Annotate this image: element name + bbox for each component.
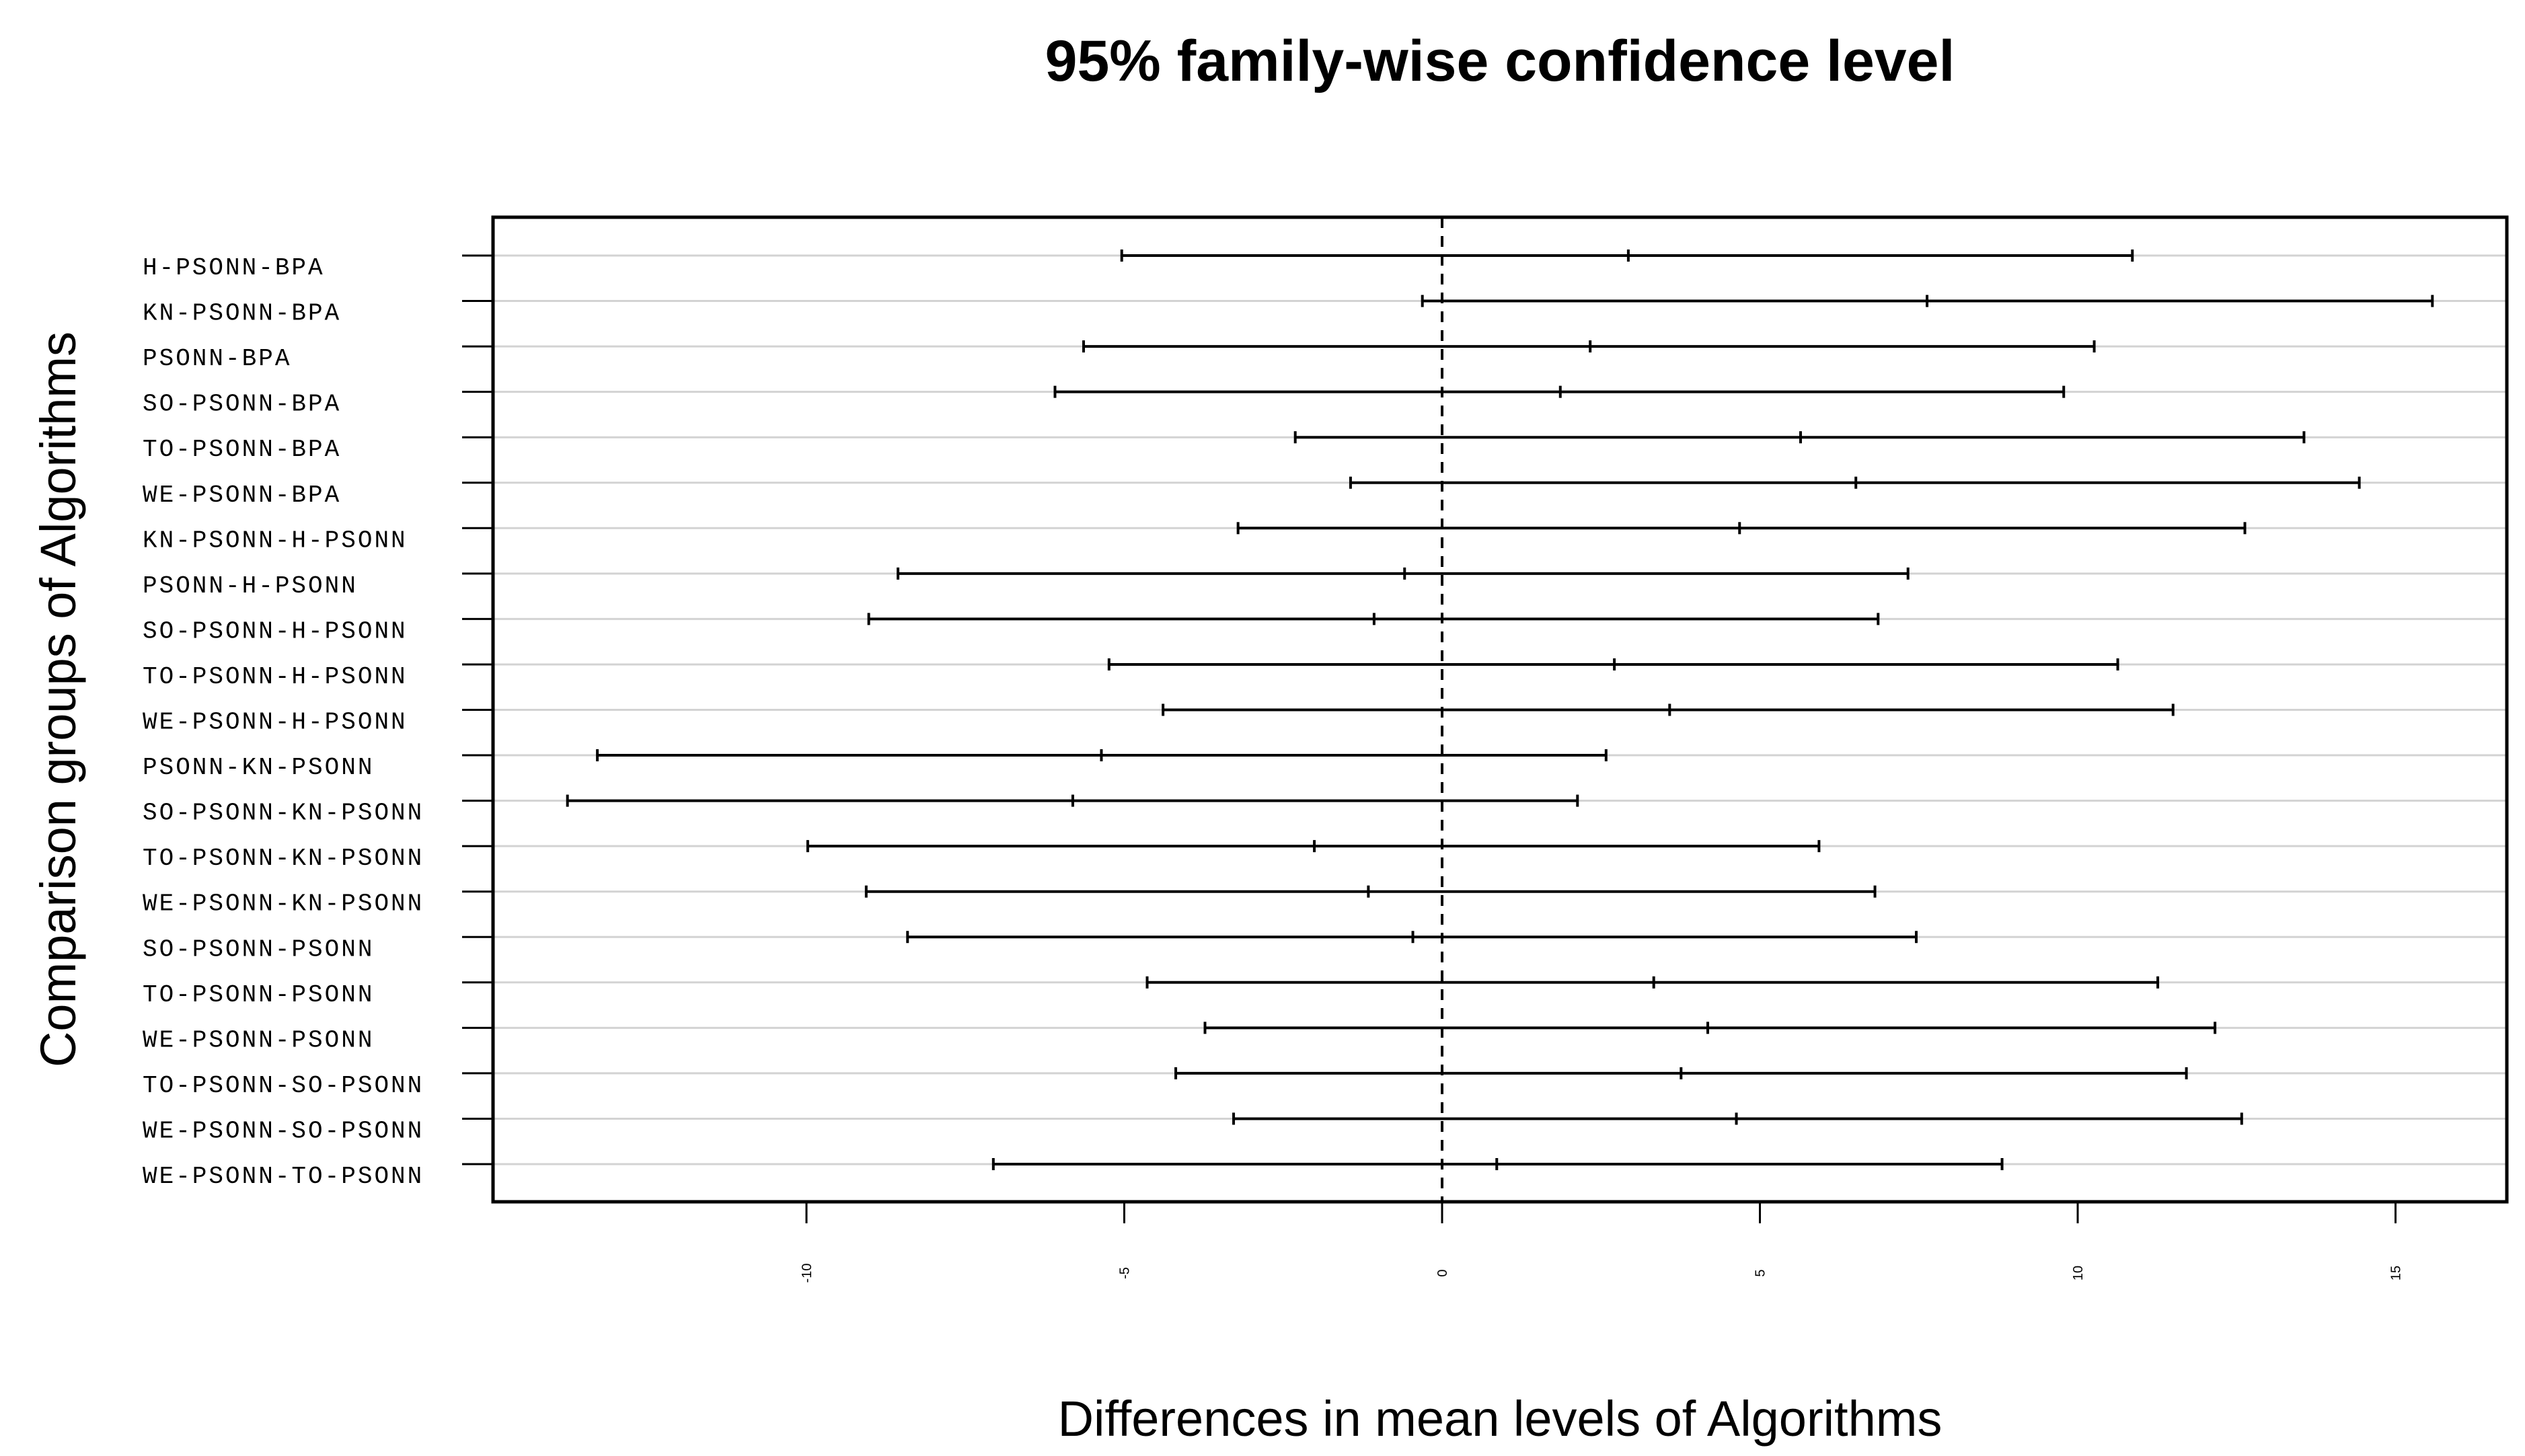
category-label: PSONN-H-PSONN — [143, 572, 358, 600]
category-label: TO-PSONN-BPA — [143, 436, 341, 463]
interval-to-psonn-so-psonn — [1174, 1067, 2188, 1079]
interval-we-psonn-kn-psonn — [864, 885, 1877, 898]
category-label: PSONN-BPA — [143, 345, 291, 373]
category-label: WE-PSONN-H-PSONN — [143, 709, 408, 736]
category-label: H-PSONN-BPA — [143, 254, 325, 282]
x-tick-label: -10 — [800, 1264, 815, 1283]
category-label: TO-PSONN-H-PSONN — [143, 663, 408, 691]
category-label: WE-PSONN-KN-PSONN — [143, 890, 424, 918]
interval-so-psonn-h-psonn — [867, 613, 1880, 625]
interval-we-psonn-bpa — [1349, 476, 2361, 489]
interval-we-psonn-to-psonn — [991, 1158, 2004, 1170]
x-tick-label: -5 — [1118, 1267, 1133, 1279]
interval-h-psonn-bpa — [1120, 250, 2134, 262]
interval-psonn-h-psonn — [897, 567, 1910, 580]
x-tick-label: 10 — [2071, 1266, 2086, 1280]
interval-to-psonn-bpa — [1293, 431, 2306, 444]
category-label: KN-PSONN-H-PSONN — [143, 527, 408, 554]
interval-to-psonn-kn-psonn — [806, 840, 1821, 853]
x-tick-label: 5 — [1754, 1269, 1768, 1276]
interval-we-psonn-h-psonn — [1162, 703, 2175, 716]
category-label: WE-PSONN-SO-PSONN — [143, 1117, 424, 1145]
x-tick-label: 0 — [1435, 1269, 1450, 1276]
interval-kn-psonn-bpa — [1421, 295, 2434, 307]
x-axis-title: Differences in mean levels of Algorithms — [1058, 1391, 1943, 1447]
interval-we-psonn-psonn — [1203, 1022, 2217, 1034]
category-label: TO-PSONN-SO-PSONN — [143, 1072, 424, 1100]
category-label: TO-PSONN-PSONN — [143, 981, 374, 1009]
category-label: TO-PSONN-KN-PSONN — [143, 845, 424, 872]
category-label: WE-PSONN-TO-PSONN — [143, 1163, 424, 1190]
interval-so-psonn-kn-psonn — [566, 794, 1579, 807]
y-axis-title: Comparison groups of Algorithms — [30, 332, 86, 1067]
x-tick-label: 15 — [2389, 1266, 2404, 1280]
interval-so-psonn-psonn — [906, 931, 1918, 944]
category-label: SO-PSONN-H-PSONN — [143, 617, 408, 645]
category-label: KN-PSONN-BPA — [143, 300, 341, 328]
interval-we-psonn-so-psonn — [1232, 1112, 2243, 1125]
chart-title: 95% family-wise confidence level — [1045, 29, 1955, 93]
interval-psonn-bpa — [1082, 340, 2096, 353]
category-label: SO-PSONN-PSONN — [143, 935, 374, 963]
interval-kn-psonn-h-psonn — [1236, 522, 2247, 535]
interval-to-psonn-psonn — [1145, 976, 2160, 989]
category-label: SO-PSONN-KN-PSONN — [143, 800, 424, 827]
category-label: WE-PSONN-BPA — [143, 482, 341, 509]
category-label: WE-PSONN-PSONN — [143, 1026, 374, 1054]
plot-area: H-PSONN-BPA KN-PSONN-BPA PSONN-BPA SO-PSONN… — [143, 215, 2509, 1283]
category-label: SO-PSONN-BPA — [143, 391, 341, 418]
interval-psonn-kn-psonn — [596, 749, 1608, 762]
interval-so-psonn-bpa — [1053, 385, 2066, 398]
plot-frame — [491, 215, 2509, 1204]
interval-to-psonn-h-psonn — [1107, 658, 2119, 670]
category-label: PSONN-KN-PSONN — [143, 754, 374, 781]
